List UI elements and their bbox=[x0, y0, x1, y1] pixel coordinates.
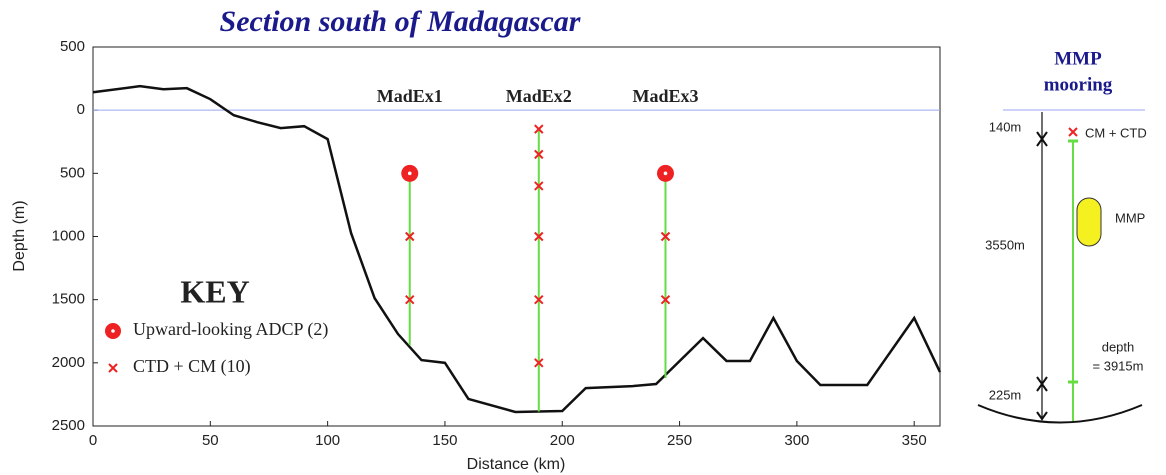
mooring-label: MadEx3 bbox=[632, 86, 698, 106]
length-label: 3550m bbox=[985, 237, 1025, 252]
profiler bbox=[1076, 197, 1102, 247]
adcp-marker-dot bbox=[663, 171, 668, 176]
x-tick-label: 100 bbox=[315, 432, 340, 449]
dimension-arrows bbox=[1036, 131, 1048, 421]
y-tick-label: 500 bbox=[60, 38, 85, 55]
x-tick-label: 50 bbox=[202, 432, 219, 449]
ctd-marker bbox=[534, 294, 544, 305]
x-tick-label: 0 bbox=[89, 432, 97, 449]
x-tick-label: 200 bbox=[550, 432, 575, 449]
x-tick-label: 300 bbox=[784, 432, 809, 449]
x-tick-label: 250 bbox=[667, 432, 692, 449]
ctd-marker bbox=[534, 181, 544, 191]
depth-label: = 3915m bbox=[1093, 358, 1144, 373]
ctd-marker bbox=[534, 124, 544, 134]
top-gap-label: 140m bbox=[989, 119, 1022, 134]
ctd-marker bbox=[660, 294, 671, 305]
adcp-marker-dot bbox=[407, 171, 412, 176]
key-adcp-label: Upward-looking ADCP (2) bbox=[133, 319, 328, 340]
ctd-marker bbox=[660, 231, 671, 242]
y-tick-label: 500 bbox=[60, 164, 85, 181]
y-tick-label: 0 bbox=[77, 101, 85, 118]
instrument-label: CM + CTD bbox=[1085, 125, 1147, 140]
ctd-marker bbox=[405, 294, 415, 305]
ctd-marker bbox=[534, 149, 544, 160]
key-ctd-icon bbox=[108, 363, 118, 373]
x-tick-label: 150 bbox=[432, 432, 457, 449]
y-axis-label: Depth (m) bbox=[11, 200, 28, 271]
key-adcp-icon-dot bbox=[111, 329, 115, 333]
y-tick-label: 2000 bbox=[52, 354, 85, 371]
profiler-label: MMP bbox=[1115, 210, 1145, 225]
mooring-diagram: MMP mooring 140m CM + CTD MMP 3550m dept… bbox=[977, 48, 1147, 424]
ctd-marker bbox=[534, 231, 544, 242]
y-tick-label: 2500 bbox=[52, 417, 85, 434]
diagram-title: mooring bbox=[1044, 74, 1113, 95]
ctd-marker bbox=[405, 231, 415, 242]
seafloor bbox=[977, 404, 1143, 424]
ctd-marker bbox=[1068, 127, 1078, 137]
key-title: KEY bbox=[180, 273, 249, 309]
chart-title: Section south of Madagascar bbox=[220, 5, 581, 38]
y-tick-label: 1500 bbox=[52, 291, 85, 308]
mooring-label: MadEx1 bbox=[377, 86, 443, 106]
depth-label: depth bbox=[1102, 339, 1135, 354]
x-axis-label: Distance (km) bbox=[467, 456, 566, 473]
ctd-marker bbox=[534, 358, 544, 368]
x-tick-label: 350 bbox=[902, 432, 927, 449]
bathymetry-line bbox=[92, 84, 942, 414]
bottom-gap-label: 225m bbox=[989, 387, 1022, 402]
y-tick-label: 1000 bbox=[52, 227, 85, 244]
key-ctd-label: CTD + CM (10) bbox=[133, 356, 251, 377]
diagram-title: MMP bbox=[1054, 48, 1102, 69]
mooring-label: MadEx2 bbox=[506, 86, 572, 106]
